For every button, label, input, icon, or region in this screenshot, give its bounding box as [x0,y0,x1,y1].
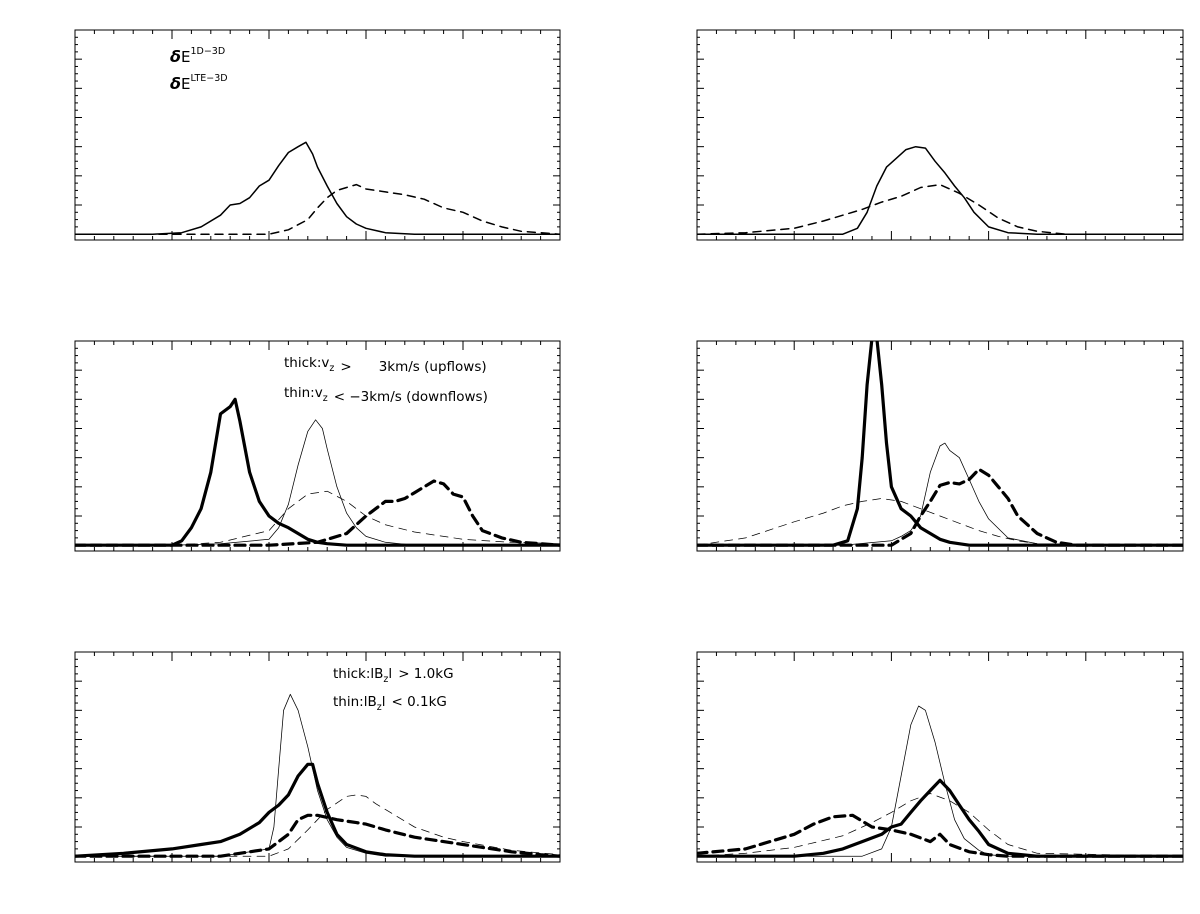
series-dashed-line [75,183,560,235]
series-group [75,693,560,858]
plot-frame [74,340,561,552]
condition-label: thick:lBzl > 1.0kG [333,666,454,685]
series-thick-solid-line [697,341,1183,547]
series-thick-solid-line [697,778,1183,858]
condition-label: thin:vz < −3km/s (downflows) [284,385,488,405]
panel-2 [696,29,1184,241]
series-thick-dashed-line [697,467,1183,547]
series-solid-line [75,141,560,235]
legend-math-label: δE1D−3D [170,46,225,66]
series-dashed-line [697,183,1183,235]
series-thin-solid-line [75,419,560,546]
series-thick-dashed-line [697,813,1183,858]
series-thin-solid-line [75,693,560,857]
plot-frame [696,29,1184,241]
annotation-block: thick:vz > 3km/s (upflows) thin:vz < −3km/s… [284,355,488,405]
plot-frame [696,340,1184,552]
condition-label: thin:lBzl < 0.1kG [333,694,447,713]
series-thick-solid-line [75,397,560,547]
panel-1: δE1D−3D δELTE−3D [74,29,561,241]
panel-4 [696,340,1184,552]
series-thin-dashed-line [697,498,1183,546]
condition-label: thick:vz > 3km/s (upflows) [284,355,487,375]
series-solid-line [697,145,1183,235]
series-group [75,397,560,547]
series-group [697,341,1183,547]
annotation-block: δE1D−3D δELTE−3D [170,46,228,93]
legend-math-label: δELTE−3D [170,73,228,93]
plot-frame [696,651,1184,863]
plot-frame [74,29,561,241]
series-group [75,141,560,235]
panel-3: thick:vz > 3km/s (upflows) thin:vz < −3km/s… [74,340,561,552]
annotation-block: thick:lBzl > 1.0kG thin:lBzl < 0.1kG [333,666,454,713]
series-thin-dashed-line [75,794,560,857]
series-thin-dashed-line [75,490,560,546]
series-thin-solid-line [697,442,1183,546]
series-thick-solid-line [75,762,560,858]
series-group [697,705,1183,858]
series-thin-dashed-line [697,793,1183,857]
panel-6 [696,651,1184,863]
series-thick-dashed-line [75,813,560,858]
plot-frame [74,651,561,863]
series-thick-dashed-line [75,479,560,547]
series-group [697,145,1183,235]
panel-5: thick:lBzl > 1.0kG thin:lBzl < 0.1kG [74,651,561,863]
